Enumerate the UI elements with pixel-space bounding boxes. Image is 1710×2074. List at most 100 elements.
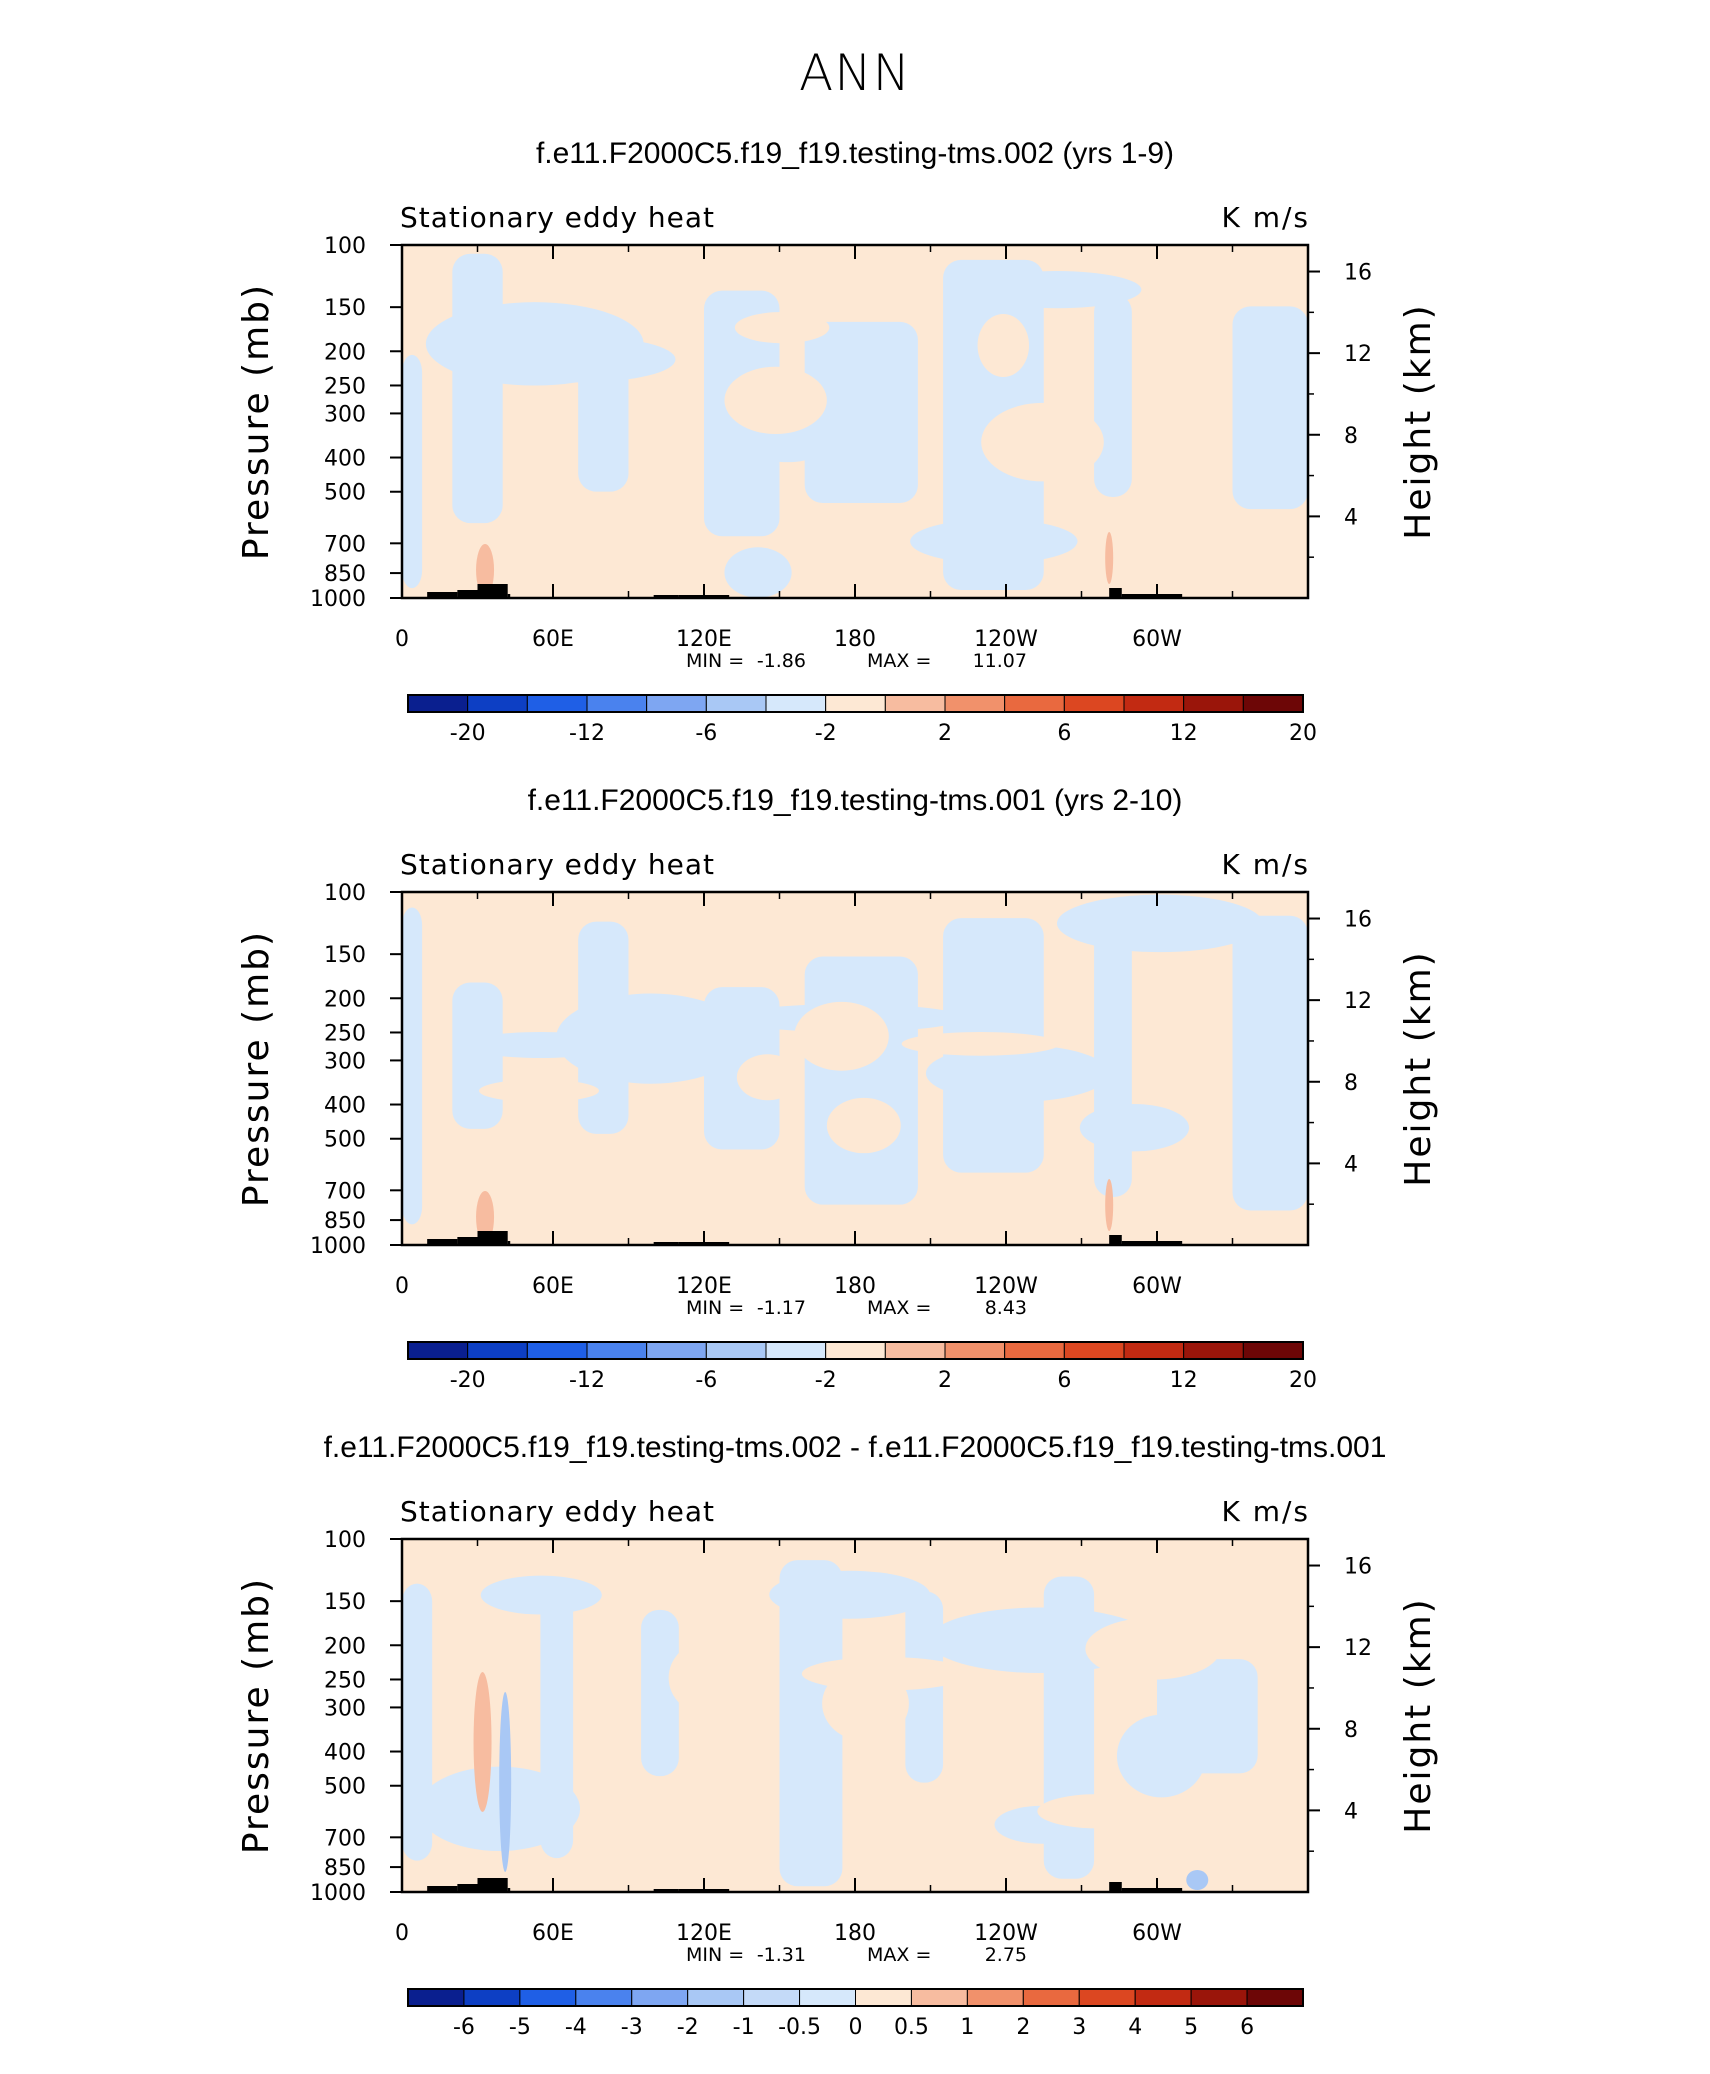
units-label: K m/s: [1221, 201, 1310, 234]
colorbar-frame: [407, 1988, 1304, 2007]
colorbar: -6 -5 -4 -3 -2 -1 -0.5 0 0.5 1 2 3 4 5 6: [407, 1988, 1304, 2040]
topography-block: [427, 1886, 458, 1892]
contour-band: [826, 1097, 901, 1154]
contour-band: [485, 336, 676, 383]
contour-band: [476, 544, 495, 596]
colorbar-label: 4: [1128, 2015, 1142, 2040]
units-label: K m/s: [1221, 1495, 1310, 1528]
colorbar-label: 5: [1184, 2015, 1198, 2040]
colorbar-label: 20: [1289, 1368, 1317, 1393]
y2-tick-label: 4: [1344, 1799, 1358, 1824]
colorbar-swatch: [1242, 694, 1304, 713]
y2-tick-label: 8: [1344, 1718, 1358, 1743]
y2-axis-label: Height (km): [1398, 950, 1439, 1186]
min-value: -1.31: [757, 1944, 806, 1966]
topography-block: [653, 1242, 679, 1245]
topography-block: [653, 595, 679, 598]
contour-band: [704, 987, 780, 1150]
panel-title: f.e11.F2000C5.f19_f19.testing-tms.002 - …: [324, 1431, 1387, 1464]
topography-block: [457, 590, 478, 598]
colorbar-swatch: [586, 694, 648, 713]
topography-block: [1121, 1241, 1183, 1245]
colorbar-swatch: [1063, 694, 1125, 713]
y2-tick-label: 12: [1344, 342, 1372, 367]
y-tick-label: 300: [324, 402, 366, 427]
colorbar-label: 2: [938, 1368, 952, 1393]
y2-tick-label: 16: [1344, 261, 1372, 286]
colorbar-label: 2: [938, 721, 952, 746]
y-tick-label: 100: [324, 881, 366, 906]
y-tick-label: 500: [324, 481, 366, 506]
contour-band: [729, 1004, 964, 1033]
colorbar-label: -12: [569, 1368, 605, 1393]
colorbar-swatch: [646, 1341, 707, 1360]
x-tick-label: 0: [395, 1921, 409, 1946]
x-tick-label: 120W: [974, 627, 1038, 652]
topography-block: [1109, 588, 1122, 598]
contour-band: [1232, 915, 1308, 1211]
contour-band: [724, 547, 792, 598]
contour-band: [740, 412, 835, 463]
contour-band: [1037, 1794, 1160, 1829]
y-tick-label: 150: [324, 943, 366, 968]
contour-band: [499, 1692, 512, 1872]
colorbar-label: 6: [1057, 1368, 1071, 1393]
contour-band: [1094, 914, 1132, 1197]
contour-band: [555, 993, 746, 1084]
y2-tick-label: 4: [1344, 1152, 1358, 1177]
topography-block: [507, 1241, 511, 1245]
colorbar-label: 20: [1289, 721, 1317, 746]
colorbar-swatch: [1246, 1988, 1304, 2007]
colorbar-swatch: [743, 1988, 801, 2007]
contour-band: [943, 259, 1044, 591]
y2-tick-label: 8: [1344, 1071, 1358, 1096]
x-tick-label: 0: [395, 1274, 409, 1299]
min-value: -1.86: [757, 650, 806, 672]
colorbar-label: -12: [569, 721, 605, 746]
contour-band: [402, 907, 423, 1225]
contour-band: [462, 1032, 620, 1058]
min-value: -1.17: [757, 1297, 806, 1319]
x-tick-label: 120E: [676, 1921, 732, 1946]
colorbar-swatch: [1063, 1341, 1125, 1360]
x-tick-label: 60E: [532, 1921, 574, 1946]
y-tick-label: 300: [324, 1049, 366, 1074]
colorbar-swatch: [944, 694, 1006, 713]
contour-band: [736, 1054, 799, 1101]
max-value: 8.43: [985, 1297, 1027, 1319]
contour-band: [1116, 1714, 1206, 1798]
colorbar-swatch: [1022, 1988, 1080, 2007]
colorbar-swatch: [799, 1988, 856, 2007]
colorbar-label: -4: [565, 2015, 587, 2040]
x-tick-label: 180: [834, 627, 876, 652]
contour-band: [452, 253, 503, 524]
variable-label: Stationary eddy heat: [400, 201, 715, 234]
colorbar-label: 0.5: [894, 2015, 929, 2040]
topography-block: [1109, 1235, 1122, 1245]
colorbar-swatch: [467, 1341, 528, 1360]
colorbar-frame: [407, 1341, 1304, 1360]
contour-band: [972, 271, 1142, 309]
colorbar-swatch: [825, 694, 886, 713]
contour-band: [402, 354, 423, 589]
contour-band: [402, 245, 1308, 598]
plot-frame: [400, 243, 1310, 600]
topography-block: [678, 595, 730, 598]
y2-tick-label: 16: [1344, 908, 1372, 933]
colorbar-label: -2: [677, 2015, 699, 2040]
colorbar-swatch: [407, 1341, 469, 1360]
colorbar-swatch: [944, 1341, 1006, 1360]
y-tick-label: 400: [324, 1741, 366, 1766]
min-label: MIN =: [686, 1297, 744, 1319]
contour-band: [1157, 1659, 1258, 1774]
colorbar-swatch: [884, 1341, 946, 1360]
y2-axis-label: Height (km): [1398, 1597, 1439, 1833]
y-tick-label: 200: [324, 1634, 366, 1659]
topography-block: [653, 1889, 679, 1892]
y-tick-label: 700: [324, 1826, 366, 1851]
colorbar-swatch: [687, 1988, 745, 2007]
y-tick-label: 850: [324, 1209, 366, 1234]
max-label: MAX =: [867, 1297, 931, 1319]
colorbar-label: -2: [815, 1368, 837, 1393]
x-tick-label: 0: [395, 627, 409, 652]
